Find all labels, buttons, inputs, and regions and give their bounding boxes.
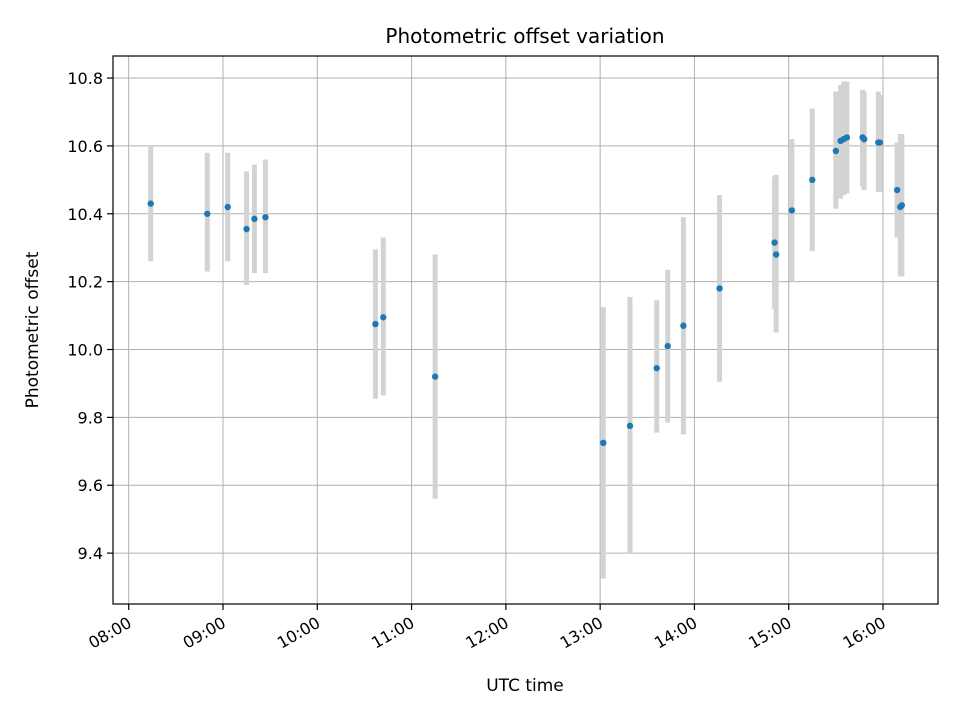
data-point: [809, 176, 816, 184]
y-tick-label: 10.4: [67, 205, 103, 224]
data-point: [893, 186, 901, 194]
data-point: [771, 239, 778, 246]
data-point: [224, 203, 231, 211]
x-axis-label: UTC time: [486, 676, 564, 696]
data-point: [626, 422, 634, 430]
data-point: [431, 373, 439, 380]
data-point: [243, 225, 250, 233]
grid-layer: [113, 56, 938, 604]
data-point: [664, 342, 671, 350]
plot-frame: [112, 55, 939, 605]
data-point: [898, 202, 906, 209]
data-point: [876, 139, 884, 146]
data-point: [860, 135, 868, 143]
data-point: [843, 134, 851, 141]
y-tick-label: 9.6: [78, 476, 103, 495]
point-layer: [147, 134, 906, 447]
chart-title: Photometric offset variation: [385, 24, 664, 48]
data-point: [653, 364, 660, 372]
y-tick-label: 9.8: [78, 408, 103, 427]
y-tick-label: 10.2: [67, 273, 103, 292]
data-point: [204, 210, 211, 217]
data-point: [251, 215, 258, 223]
data-point: [262, 213, 269, 221]
y-axis-label: Photometric offset: [23, 251, 43, 408]
data-point: [372, 320, 379, 328]
data-point: [147, 200, 154, 207]
y-tick-label: 9.4: [78, 544, 103, 563]
y-tick-label: 10.8: [67, 69, 103, 88]
data-point: [600, 439, 607, 447]
data-point: [680, 322, 687, 329]
y-tick-label: 10.6: [67, 137, 103, 156]
data-point: [788, 207, 796, 214]
y-axis: 9.4 9.6 9.8 10.0 10.2 10.4 10.6 10.8: [67, 69, 113, 563]
data-point: [772, 251, 780, 258]
data-point: [832, 147, 840, 155]
data-point: [380, 314, 387, 321]
data-point: [716, 285, 723, 292]
y-tick-label: 10.0: [67, 341, 103, 360]
